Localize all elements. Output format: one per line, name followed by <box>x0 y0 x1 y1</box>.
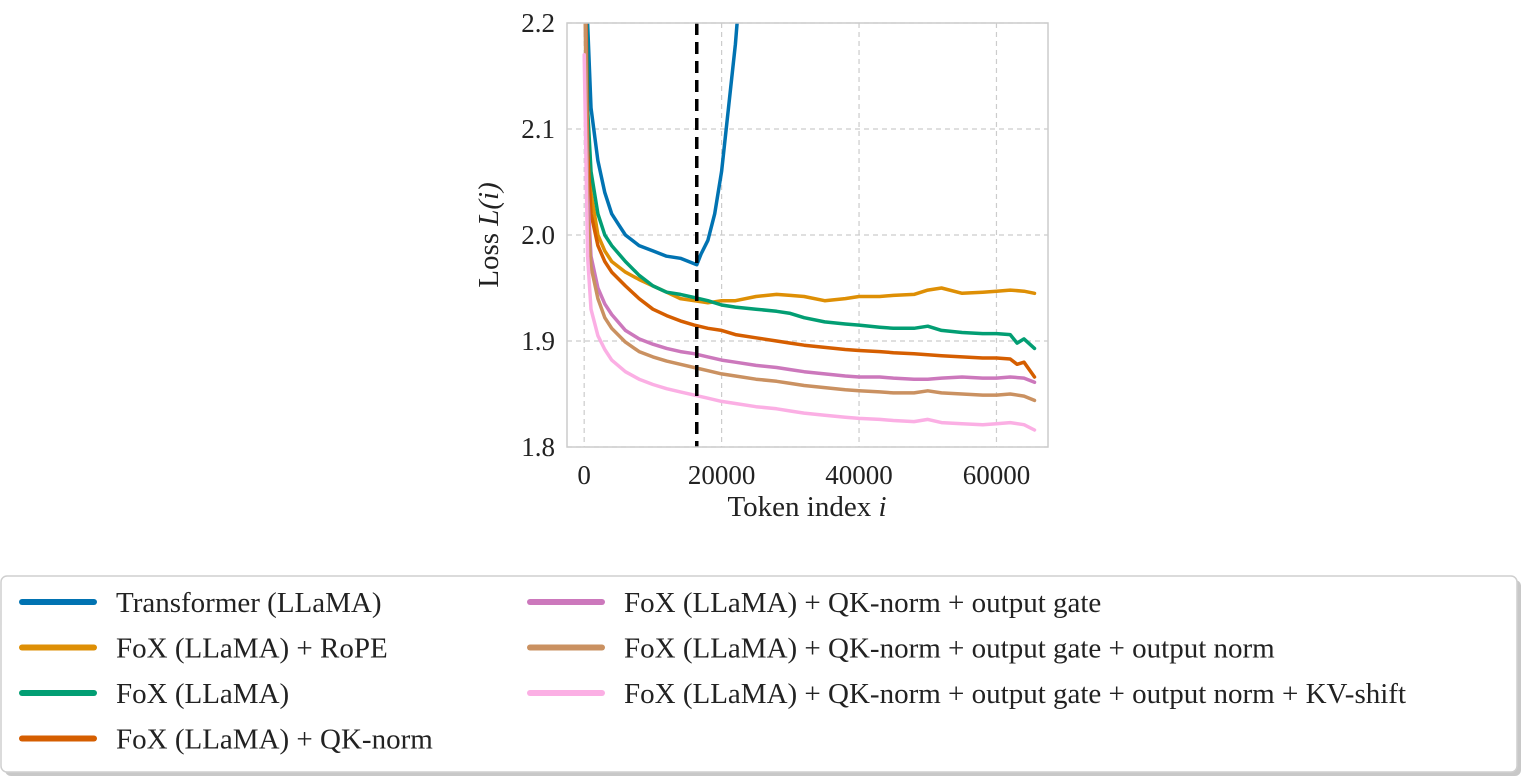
x-tick-label: 20000 <box>688 460 756 490</box>
plot-frame <box>566 22 1049 448</box>
series-layer <box>582 23 1037 432</box>
legend: Transformer (LLaMA) FoX (LLaMA) + RoPE FoX… <box>0 575 1521 776</box>
series-line-5 <box>583 23 1037 385</box>
legend-label-3: FoX (LLaMA) <box>116 678 289 710</box>
x-tick-label: 60000 <box>963 460 1031 490</box>
series-line-3 <box>584 23 1037 351</box>
series-line-2 <box>584 23 1037 305</box>
x-tick-labels: 0 20000 40000 60000 <box>577 460 1030 490</box>
y-tick-label: 2.1 <box>521 114 555 144</box>
x-tick-label: 40000 <box>825 460 893 490</box>
grid-lines <box>567 22 1048 448</box>
legend-label-6: FoX (LLaMA) + QK-norm + output gate + ou… <box>624 633 1275 665</box>
legend-label-2: FoX (LLaMA) + RoPE <box>116 633 388 665</box>
series-line-7 <box>582 53 1037 432</box>
y-tick-label: 1.8 <box>521 432 555 462</box>
y-tick-labels: 1.8 1.9 2.0 2.1 2.2 <box>521 8 555 462</box>
legend-box <box>0 575 1518 773</box>
y-tick-label: 2.0 <box>521 220 555 250</box>
x-axis-label: Token index i <box>727 491 886 523</box>
legend-label-7: FoX (LLaMA) + QK-norm + output gate + ou… <box>624 678 1406 710</box>
y-tick-label: 1.9 <box>521 326 555 356</box>
y-tick-label: 2.2 <box>521 8 555 38</box>
legend-label-5: FoX (LLaMA) + QK-norm + output gate <box>624 587 1101 619</box>
y-axis-label: Loss L(i) <box>473 182 505 288</box>
x-tick-label: 0 <box>577 460 591 490</box>
series-line-1 <box>585 23 739 267</box>
series-line-4 <box>584 23 1037 379</box>
legend-label-4: FoX (LLaMA) + QK-norm <box>116 724 433 756</box>
series-line-6 <box>583 23 1037 403</box>
legend-label-1: Transformer (LLaMA) <box>116 587 382 619</box>
